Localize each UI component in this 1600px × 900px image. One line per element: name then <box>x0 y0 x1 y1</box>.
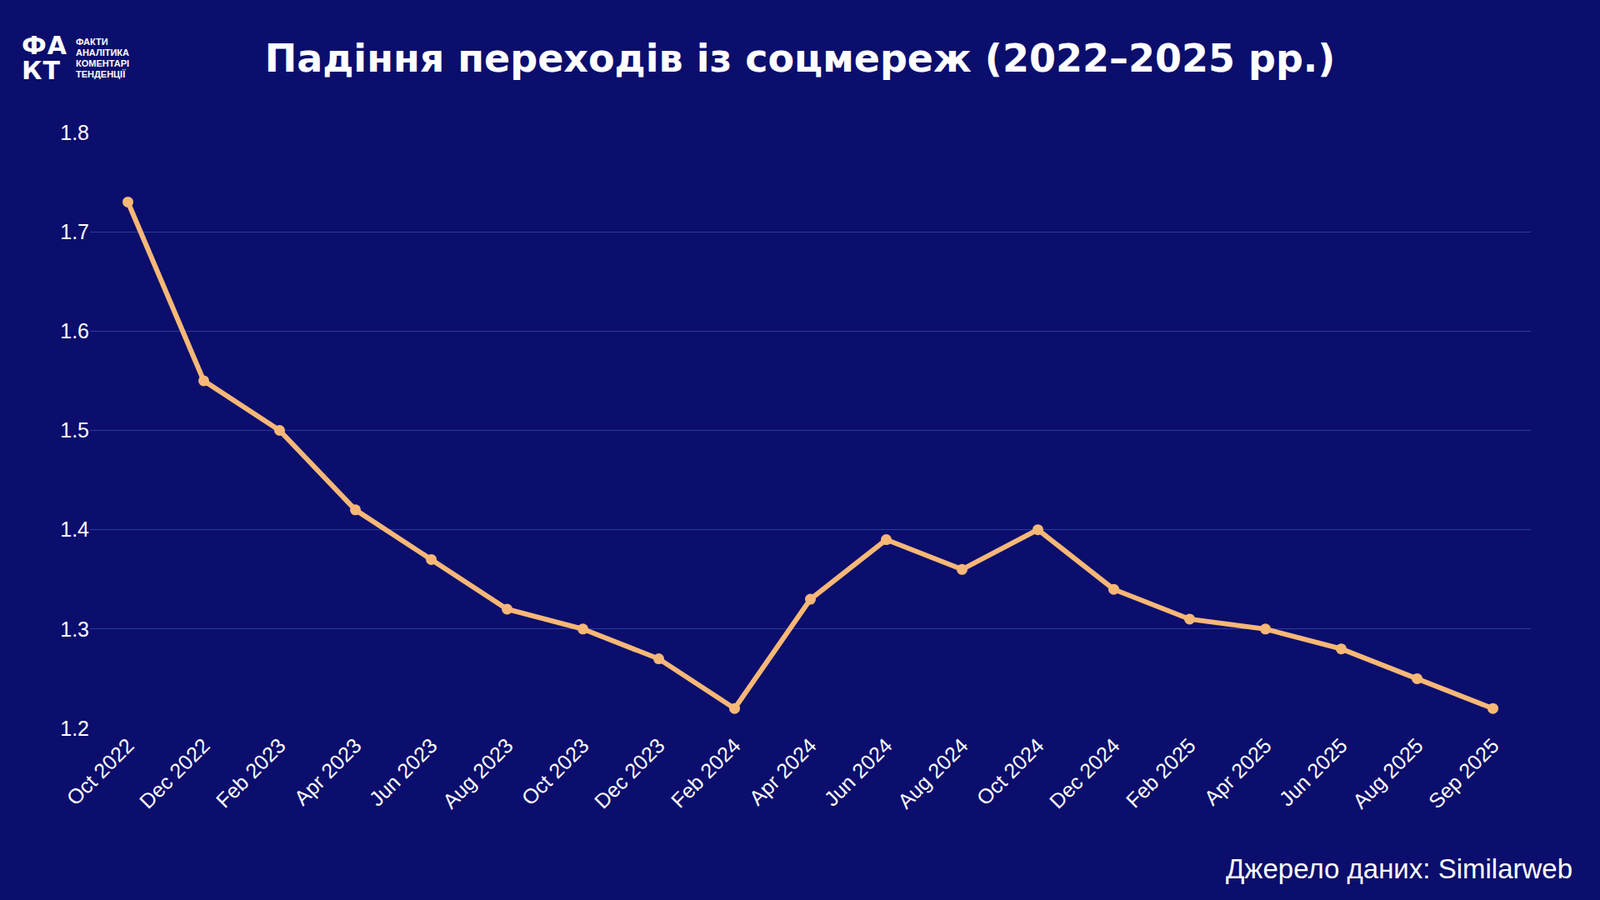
svg-text:Dec 2024: Dec 2024 <box>1044 733 1125 814</box>
svg-text:1.6: 1.6 <box>60 319 90 343</box>
svg-text:Feb 2023: Feb 2023 <box>210 733 290 812</box>
svg-text:Oct 2022: Oct 2022 <box>61 733 139 810</box>
svg-text:Dec 2022: Dec 2022 <box>134 733 214 813</box>
svg-text:1.3: 1.3 <box>60 617 90 641</box>
html-text:ФАКТИ: ФАКТИ <box>75 36 108 47</box>
svg-text:Джерело даних: Similarweb: Джерело даних: Similarweb <box>1225 853 1573 885</box>
svg-text:Падіння переходів із соцмереж: Падіння переходів із соцмереж (2022–2025… <box>265 35 1336 81</box>
html-text:КТ: КТ <box>21 55 61 85</box>
svg-text:Oct 2024: Oct 2024 <box>971 733 1049 810</box>
svg-text:Oct 2023: Oct 2023 <box>516 733 594 810</box>
svg-text:Aug 2025: Aug 2025 <box>1347 733 1427 813</box>
svg-text:Jun 2025: Jun 2025 <box>1274 733 1352 811</box>
html-text:АНАЛІТИКА: АНАЛІТИКА <box>75 47 130 58</box>
svg-text:Jun 2023: Jun 2023 <box>364 733 442 811</box>
svg-text:1.7: 1.7 <box>60 220 90 244</box>
svg-text:Apr 2025: Apr 2025 <box>1199 733 1276 810</box>
html-text:ТЕНДЕНЦІЇ: ТЕНДЕНЦІЇ <box>75 69 126 80</box>
svg-text:Aug 2023: Aug 2023 <box>437 733 517 813</box>
svg-text:Apr 2023: Apr 2023 <box>289 733 366 810</box>
svg-text:Feb 2024: Feb 2024 <box>665 733 745 813</box>
svg-text:1.4: 1.4 <box>60 517 90 541</box>
svg-text:1.5: 1.5 <box>60 418 90 442</box>
svg-text:Aug 2024: Aug 2024 <box>892 733 973 814</box>
svg-text:1.2: 1.2 <box>60 716 90 740</box>
svg-text:Feb 2025: Feb 2025 <box>1120 733 1200 812</box>
html-text:ФА: ФА <box>21 30 68 60</box>
svg-text:Dec 2023: Dec 2023 <box>589 733 669 813</box>
html-text:КОМЕНТАРІ: КОМЕНТАРІ <box>75 58 130 69</box>
svg-text:Sep 2025: Sep 2025 <box>1423 733 1503 813</box>
svg-text:Apr 2024: Apr 2024 <box>744 733 821 810</box>
svg-text:Jun 2024: Jun 2024 <box>819 733 897 811</box>
svg-text:1.8: 1.8 <box>60 120 90 145</box>
